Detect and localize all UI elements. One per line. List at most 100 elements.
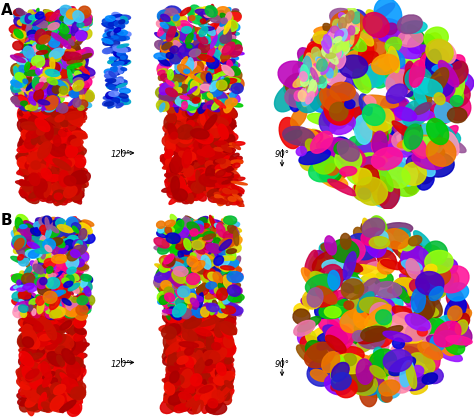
Ellipse shape <box>201 124 210 135</box>
Ellipse shape <box>66 34 75 41</box>
Ellipse shape <box>36 42 44 49</box>
Ellipse shape <box>78 236 87 241</box>
Ellipse shape <box>235 233 240 238</box>
Ellipse shape <box>191 298 199 307</box>
Ellipse shape <box>377 259 395 274</box>
Ellipse shape <box>211 197 227 199</box>
Ellipse shape <box>179 33 190 42</box>
Ellipse shape <box>35 221 38 234</box>
Ellipse shape <box>316 71 320 75</box>
Ellipse shape <box>191 37 209 44</box>
Ellipse shape <box>194 108 210 116</box>
Ellipse shape <box>206 282 217 289</box>
Ellipse shape <box>184 223 194 231</box>
Ellipse shape <box>163 356 175 365</box>
Ellipse shape <box>365 96 376 106</box>
Ellipse shape <box>60 344 71 360</box>
Ellipse shape <box>173 303 187 313</box>
Ellipse shape <box>53 23 62 29</box>
Ellipse shape <box>358 328 387 344</box>
Ellipse shape <box>165 98 182 106</box>
Ellipse shape <box>166 369 178 384</box>
Ellipse shape <box>180 84 192 98</box>
Ellipse shape <box>186 319 197 326</box>
Ellipse shape <box>36 106 43 111</box>
Ellipse shape <box>217 376 234 389</box>
Ellipse shape <box>361 124 391 140</box>
Ellipse shape <box>205 76 214 88</box>
Ellipse shape <box>74 309 83 320</box>
Ellipse shape <box>227 60 233 70</box>
Ellipse shape <box>29 98 36 105</box>
Ellipse shape <box>55 140 69 150</box>
Ellipse shape <box>337 83 355 100</box>
Ellipse shape <box>55 370 67 383</box>
Ellipse shape <box>219 382 230 401</box>
Ellipse shape <box>19 163 29 175</box>
Ellipse shape <box>340 347 364 362</box>
Ellipse shape <box>223 275 232 290</box>
Ellipse shape <box>168 77 174 88</box>
Ellipse shape <box>221 146 235 150</box>
Ellipse shape <box>166 286 178 299</box>
Ellipse shape <box>219 238 235 248</box>
Ellipse shape <box>157 231 168 238</box>
Ellipse shape <box>180 96 189 99</box>
Ellipse shape <box>409 278 438 296</box>
Ellipse shape <box>414 88 426 106</box>
Ellipse shape <box>43 101 52 118</box>
Ellipse shape <box>50 110 63 117</box>
Ellipse shape <box>172 226 182 233</box>
Ellipse shape <box>62 297 68 305</box>
Ellipse shape <box>53 124 62 131</box>
Ellipse shape <box>62 310 75 322</box>
Ellipse shape <box>347 28 354 41</box>
Ellipse shape <box>29 173 40 186</box>
Ellipse shape <box>174 340 191 349</box>
Ellipse shape <box>67 364 81 376</box>
Ellipse shape <box>37 222 46 230</box>
Ellipse shape <box>198 217 207 227</box>
Ellipse shape <box>192 56 210 61</box>
Ellipse shape <box>163 282 171 289</box>
Ellipse shape <box>206 369 221 373</box>
Ellipse shape <box>172 185 188 195</box>
Ellipse shape <box>209 171 219 177</box>
Ellipse shape <box>197 34 203 40</box>
Ellipse shape <box>35 131 48 143</box>
Ellipse shape <box>69 154 77 161</box>
Ellipse shape <box>53 96 59 101</box>
Ellipse shape <box>54 90 64 102</box>
Ellipse shape <box>215 19 225 27</box>
Ellipse shape <box>352 12 362 24</box>
Ellipse shape <box>110 70 118 75</box>
Ellipse shape <box>79 229 87 240</box>
Ellipse shape <box>415 67 439 93</box>
Ellipse shape <box>162 135 176 147</box>
Ellipse shape <box>47 282 55 295</box>
Ellipse shape <box>14 300 23 311</box>
Ellipse shape <box>57 135 69 145</box>
Ellipse shape <box>67 239 74 246</box>
Ellipse shape <box>36 296 44 305</box>
Ellipse shape <box>363 104 385 125</box>
Ellipse shape <box>42 395 56 408</box>
Ellipse shape <box>30 164 49 170</box>
Ellipse shape <box>26 134 37 152</box>
Ellipse shape <box>189 50 197 61</box>
Ellipse shape <box>44 353 63 366</box>
Ellipse shape <box>104 39 111 44</box>
Ellipse shape <box>173 220 184 233</box>
Ellipse shape <box>325 236 337 255</box>
Ellipse shape <box>29 223 36 230</box>
Ellipse shape <box>188 110 202 119</box>
Ellipse shape <box>216 363 226 375</box>
Ellipse shape <box>54 391 65 408</box>
Ellipse shape <box>222 65 234 76</box>
Ellipse shape <box>208 191 222 202</box>
Ellipse shape <box>35 130 51 142</box>
Ellipse shape <box>450 96 463 106</box>
Ellipse shape <box>198 328 212 347</box>
Ellipse shape <box>15 295 27 302</box>
Ellipse shape <box>183 370 190 384</box>
